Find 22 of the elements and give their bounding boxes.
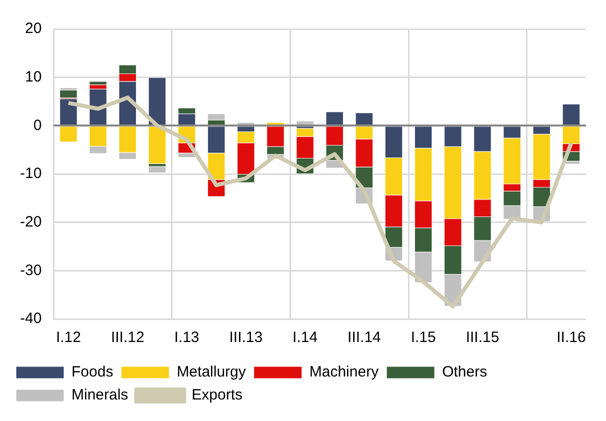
y-tick-label: 0 [33, 116, 42, 134]
y-tick-label: 10 [24, 68, 42, 86]
x-tick-label: I.13 [174, 329, 200, 346]
x-tick-label: III.12 [110, 329, 144, 346]
y-tick-label: -30 [20, 262, 42, 279]
x-tick-label: I.14 [292, 329, 318, 346]
y-tick-label: -10 [20, 165, 42, 182]
legend-label: Minerals [72, 386, 128, 404]
legend-label: Exports [192, 386, 243, 404]
legend-label: Others [442, 364, 488, 381]
x-tick-label: I.12 [56, 329, 81, 346]
y-tick-label: -20 [20, 213, 42, 230]
y-tick-label: -40 [20, 310, 42, 328]
x-tick-label: III.13 [229, 329, 263, 346]
x-tick-label: III.15 [466, 329, 500, 346]
legend-label: Foods [72, 364, 114, 381]
x-tick-label: I.15 [410, 329, 436, 346]
x-tick-label: III.14 [348, 329, 381, 346]
x-tick-label: II.16 [556, 329, 586, 346]
y-tick-label: 20 [24, 20, 42, 38]
legend-label: Machinery [309, 364, 380, 381]
legend-label: Metallurgy [176, 364, 246, 381]
